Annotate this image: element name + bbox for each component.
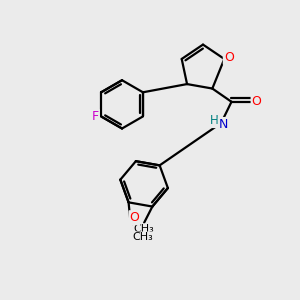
Text: CH₃: CH₃ <box>132 232 153 242</box>
Text: H: H <box>210 114 219 127</box>
Text: N: N <box>219 118 228 131</box>
Text: CH₃: CH₃ <box>134 224 154 234</box>
Text: O: O <box>252 95 261 108</box>
Text: F: F <box>92 110 99 123</box>
Text: O: O <box>130 211 140 224</box>
Text: O: O <box>224 51 234 64</box>
